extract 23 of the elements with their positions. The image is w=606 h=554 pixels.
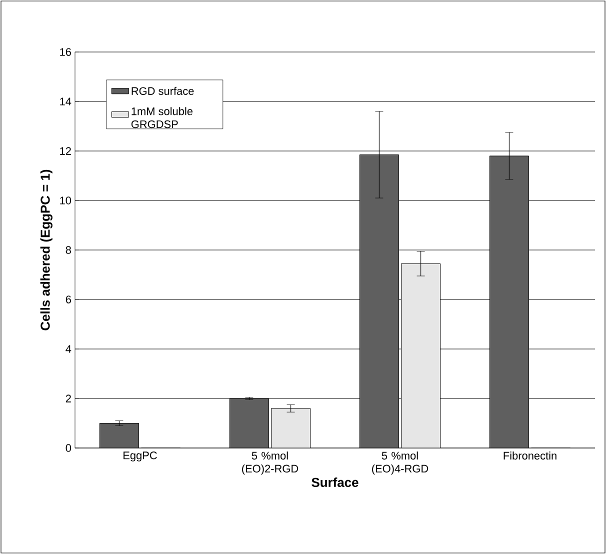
y-tick-label: 14	[60, 98, 72, 106]
bar	[229, 398, 269, 448]
y-tick-label: 8	[66, 246, 71, 254]
y-tick-label: 2	[66, 394, 71, 402]
x-tick-label: 5 %mol (EO)4-RGD	[372, 452, 428, 475]
bar	[271, 408, 311, 448]
bar	[401, 263, 441, 448]
y-tick-label: 4	[66, 345, 72, 353]
bar	[489, 156, 529, 448]
y-tick-label: 0	[66, 444, 72, 452]
legend-label: 1mM soluble GRGDSP	[131, 107, 193, 128]
x-tick-label: 5 %mol (EO)2-RGD	[242, 452, 298, 475]
y-tick-label: 12	[60, 147, 71, 155]
bar	[359, 154, 399, 448]
y-tick-label: 6	[66, 296, 71, 304]
x-axis-title: Surface	[312, 478, 358, 488]
legend-label: RGD surface	[132, 86, 194, 95]
x-tick-label: Fibronectin	[504, 452, 556, 460]
y-tick-label: 16	[60, 48, 71, 56]
y-axis-title: Cells adhered (EggPC = 1)	[40, 170, 52, 330]
bar	[99, 423, 139, 448]
y-tick-label: 10	[60, 196, 72, 204]
x-tick-label: EggPC	[124, 452, 157, 462]
